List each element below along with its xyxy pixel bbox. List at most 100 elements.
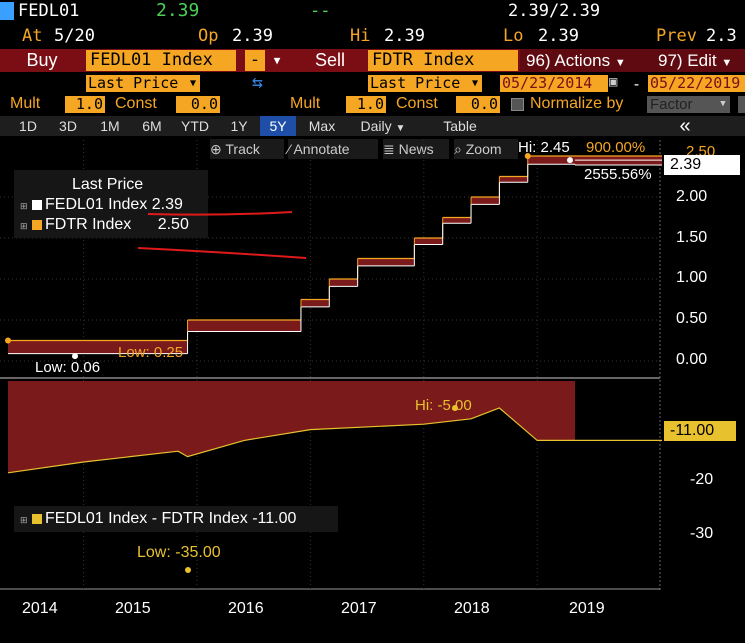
range-1d[interactable]: 1D xyxy=(19,118,37,134)
y-tick-0.00: 0.00 xyxy=(676,351,708,368)
mult2-label: Mult xyxy=(290,95,321,112)
range-1m[interactable]: 1M xyxy=(100,118,120,134)
legend-fdtr-value: 2.50 xyxy=(157,216,189,233)
buy-button[interactable]: Buy xyxy=(0,49,84,72)
top-low-white: Low: 0.06 xyxy=(35,359,101,376)
news-icon: ≣ xyxy=(383,141,395,157)
field1-dropdown-icon[interactable]: ▼ xyxy=(186,75,200,92)
y-tick-minus20: -20 xyxy=(690,471,714,488)
prev-label: Prev xyxy=(656,26,697,46)
legend-item-spread[interactable]: ⊞ FEDL01 Index - FDTR Index -11.00 xyxy=(20,510,296,528)
track-icon: ⊕ xyxy=(210,141,222,157)
legend-item-fedl01[interactable]: ⊞ FEDL01 Index 2.39 xyxy=(20,196,183,214)
actions-dropdown-icon: ▼ xyxy=(614,57,626,69)
high-label: Hi xyxy=(350,26,371,46)
y-tick-0.50: 0.50 xyxy=(676,310,708,327)
legend-title: Last Price xyxy=(72,176,144,193)
factor-extra xyxy=(738,96,745,113)
y-tick-1.50: 1.50 xyxy=(676,229,708,246)
annotate-icon: ⁄ xyxy=(288,141,291,157)
annotate-label: Annotate xyxy=(293,141,350,157)
top-pct-900: 900.00% xyxy=(586,139,646,156)
operator-dropdown-icon[interactable]: ▼ xyxy=(268,50,286,71)
x-tick-2015: 2015 xyxy=(115,600,151,617)
range-1y[interactable]: 1Y xyxy=(230,118,248,134)
y-tick-minus30: -30 xyxy=(690,525,714,542)
swatch-yellow xyxy=(32,513,42,524)
bottom-legend: ⊞ FEDL01 Index - FDTR Index -11.00 xyxy=(14,506,338,532)
end-date-field[interactable]: 05/22/2019 xyxy=(648,75,745,92)
range-6m[interactable]: 6M xyxy=(142,118,162,134)
field2-dropdown-icon[interactable]: ▼ xyxy=(468,75,482,92)
spread-fill-segment xyxy=(527,156,575,165)
prev-value: 2.3 xyxy=(706,26,737,46)
low-label: Lo xyxy=(503,26,524,46)
zoom-icon: ⌕ xyxy=(454,141,462,157)
spread-fill-segment xyxy=(499,176,528,183)
spread-fill-segment xyxy=(442,217,472,224)
const1-label: Const xyxy=(115,95,157,112)
last-price: 2.39 xyxy=(156,0,200,21)
track-button[interactable]: ⊕ Track xyxy=(210,139,284,159)
period-dropdown[interactable]: Daily ▼ xyxy=(350,116,416,136)
start-date-field[interactable]: 05/23/2014 xyxy=(500,75,608,92)
collapse-icon[interactable]: « xyxy=(679,115,691,137)
field2-select[interactable]: Last Price xyxy=(368,75,470,92)
field1-label: Last Price xyxy=(88,74,179,92)
mult2-field[interactable]: 1.0 xyxy=(346,96,386,113)
legend-spread-name: FEDL01 Index - FDTR Index xyxy=(45,510,248,527)
spread-fill-segment xyxy=(357,258,415,266)
range-ytd[interactable]: YTD xyxy=(181,118,209,134)
actions-menu[interactable]: 96) Actions ▼ xyxy=(520,49,654,72)
security2-field[interactable]: FDTR Index xyxy=(368,50,518,71)
spread-fill-segment xyxy=(575,156,662,166)
period-dropdown-icon: ▼ xyxy=(395,123,406,134)
bottom-hi-annotation: Hi: -5.00 xyxy=(415,397,472,414)
factor-select[interactable]: Factor xyxy=(647,96,716,113)
change: -- xyxy=(310,1,331,21)
swap-icon[interactable]: ⇆ xyxy=(252,72,263,93)
zoom-label: Zoom xyxy=(465,141,502,157)
range-5y[interactable]: 5Y xyxy=(260,116,296,136)
range-max[interactable]: Max xyxy=(308,118,336,134)
at-label: At xyxy=(22,26,43,46)
calendar-icon[interactable]: ▣ xyxy=(609,74,618,90)
operator-field[interactable]: - xyxy=(245,50,265,71)
x-tick-2016: 2016 xyxy=(228,600,264,617)
spread-fill-segment xyxy=(414,238,443,245)
legend-item-fdtr[interactable]: ⊞ FDTR Index 2.50 xyxy=(20,216,189,234)
security1-field[interactable]: FEDL01 Index xyxy=(86,50,236,71)
y-tick-2.00: 2.00 xyxy=(676,188,708,205)
legend-spread-value: -11.00 xyxy=(252,510,297,527)
table-button[interactable]: Table xyxy=(443,118,477,134)
factor-dropdown-icon[interactable]: ▼ xyxy=(716,96,730,113)
ticker: FEDL01 xyxy=(18,1,80,21)
fdtr-low-marker xyxy=(5,337,11,344)
edit-menu[interactable]: 97) Edit ▼ xyxy=(652,49,745,72)
const2-field[interactable]: 0.0 xyxy=(456,96,500,113)
annotate-button[interactable]: ⁄ Annotate xyxy=(288,139,378,159)
mult1-field[interactable]: 1.0 xyxy=(65,96,105,113)
sell-button[interactable]: Sell xyxy=(296,49,364,72)
top-pct-2555: 2555.56% xyxy=(584,166,652,183)
mult1-label: Mult xyxy=(10,95,41,112)
spread-fill-segment xyxy=(329,279,358,287)
at-date: 5/20 xyxy=(54,26,95,46)
expand-icon: ⊞ xyxy=(20,515,28,525)
legend-fedl01-value: 2.39 xyxy=(151,196,183,213)
bottom-panel xyxy=(7,381,662,573)
field1-select[interactable]: Last Price xyxy=(86,75,188,92)
range-3d[interactable]: 3D xyxy=(59,118,77,134)
legend-fdtr-name: FDTR Index xyxy=(45,216,132,233)
edit-dropdown-icon: ▼ xyxy=(721,57,733,69)
swatch-white xyxy=(32,199,42,210)
fedl01-hi-marker xyxy=(567,157,573,164)
normalize-checkbox[interactable] xyxy=(511,98,524,111)
top-legend: Last Price ⊞ FEDL01 Index 2.39 ⊞ FDTR In… xyxy=(14,170,208,238)
news-button[interactable]: ≣ News xyxy=(383,139,449,159)
zoom-button[interactable]: ⌕ Zoom xyxy=(454,139,518,159)
const1-field[interactable]: 0.0 xyxy=(176,96,220,113)
x-tick-2017: 2017 xyxy=(341,600,377,617)
low-value: 2.39 xyxy=(538,26,579,46)
range-toolbar xyxy=(0,116,745,136)
